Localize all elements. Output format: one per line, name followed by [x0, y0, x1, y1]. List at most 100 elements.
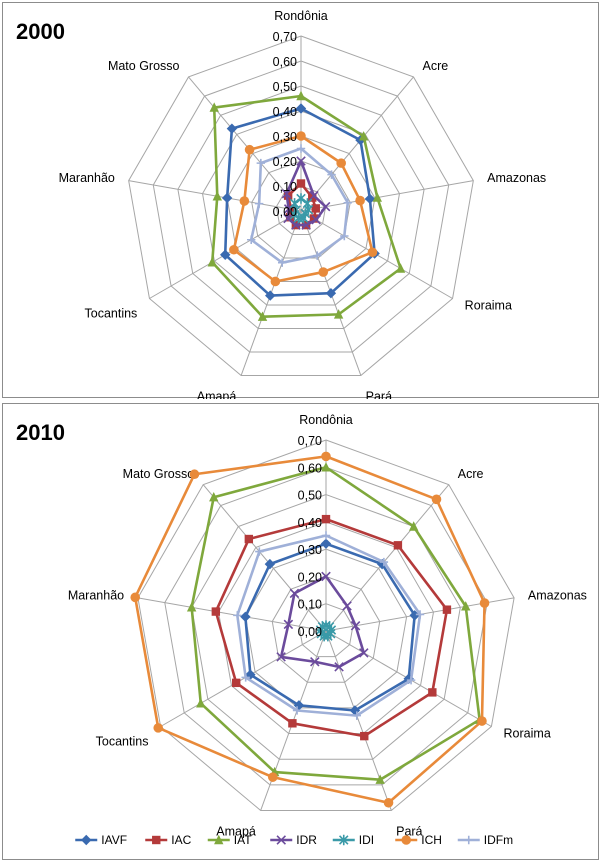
category-label-para: Pará [396, 825, 422, 839]
tick-label: 0,70 [273, 30, 297, 44]
category-label-amazonas: Amazonas [487, 171, 546, 185]
grid-spoke [188, 76, 302, 212]
point-ich-amazonas [479, 598, 490, 608]
point-idfm-rondonia [296, 144, 306, 153]
point-ich-para [318, 267, 329, 277]
tick-label: 0,70 [298, 434, 322, 448]
category-label-mato-grosso: Mato Grosso [108, 59, 180, 73]
legend-label-ich: ICH [421, 833, 442, 847]
point-idr-mato-grosso [289, 588, 300, 599]
tick-label: 0,30 [298, 543, 322, 557]
radar-chart-2000: 2000 Rondônia Acre Amazonas Roraima Pará Amapá… [16, 9, 546, 399]
series-line-iat [190, 465, 481, 782]
legend-marker-idi [338, 834, 349, 846]
series-line-iavf [244, 542, 416, 712]
series-iavf [220, 103, 380, 301]
point-ich-acre [431, 494, 442, 505]
category-label-roraima: Roraima [465, 299, 512, 313]
point-iac-mato-grosso [244, 534, 254, 544]
series-line-idfm [249, 147, 350, 264]
point-ich-roraima [477, 716, 487, 726]
tick-label: 0,40 [273, 105, 297, 119]
point-iat-amazonas [461, 601, 471, 611]
point-iac-amapa [288, 719, 297, 728]
point-idr-acre [342, 601, 352, 611]
grid-ring [226, 135, 376, 282]
series-line-idfm [236, 534, 422, 717]
point-iat-amapa [257, 311, 268, 321]
category-label-maranhao: Maranhão [59, 171, 115, 185]
tick-label: 0,00 [298, 625, 322, 639]
point-idfm-amazonas [415, 610, 425, 619]
category-label-mato-grosso: Mato Grosso [123, 467, 195, 481]
legend-label-idr: IDR [296, 833, 317, 847]
series-group [207, 90, 406, 321]
chart-title: 2000 [16, 19, 65, 44]
point-iat-acre [408, 521, 419, 531]
point-iavf-amapa [265, 290, 276, 301]
point-iavf-maranhao [221, 192, 233, 204]
point-ich-acre [336, 158, 346, 168]
point-ich-amazonas [355, 195, 365, 206]
series-line-iac [214, 517, 449, 738]
point-idr-tocantins [276, 652, 286, 662]
tick-label: 0,60 [273, 55, 297, 69]
point-idfm-maranhao [254, 199, 264, 208]
point-idfm-acre [327, 170, 336, 179]
point-ich-roraima [367, 247, 378, 258]
point-iac-para [360, 731, 369, 741]
point-ich-tocantins [153, 723, 164, 733]
point-idfm-mato-grosso [256, 158, 266, 168]
radar-chart-2010: 2010 Rondônia Acre Amazonas Roraima Pará Amapá… [16, 413, 587, 847]
point-iat-para [375, 774, 385, 784]
category-label-roraima: Roraima [504, 727, 551, 741]
tick-label: 0,40 [298, 516, 322, 530]
point-iat-maranhao [186, 602, 197, 612]
point-idfm-tocantins [247, 235, 256, 244]
point-idfm-amapa [277, 258, 287, 267]
tick-label: 0,20 [298, 570, 322, 584]
point-iavf-mato-grosso [226, 123, 238, 134]
grid-ring [201, 110, 401, 306]
point-idr-acre [309, 190, 319, 201]
legend-marker-iat [214, 834, 224, 845]
legend-marker-ich [401, 835, 412, 845]
point-idfm-roraima [340, 231, 349, 241]
point-iat-tocantins [196, 698, 206, 708]
tick-label: 0,10 [298, 598, 322, 612]
point-iac-tocantins [232, 678, 241, 688]
point-ich-maranhao [130, 592, 141, 603]
legend-label-idfm: IDFm [484, 833, 513, 847]
grid-ring [271, 575, 381, 683]
tick-label: 0,50 [298, 489, 322, 503]
point-iavf-rondonia [320, 538, 332, 549]
point-idfm-acre [379, 557, 389, 567]
point-iat-acre [358, 131, 369, 141]
point-idr-amazonas [320, 201, 331, 212]
point-iat-tocantins [207, 257, 217, 267]
series-iac [211, 514, 452, 741]
grid-ring [152, 60, 450, 353]
point-ich-rondonia [321, 451, 331, 462]
point-ich-amapa [268, 772, 278, 782]
tick-label: 0,20 [273, 155, 297, 169]
point-iat-para [333, 309, 344, 319]
chart-panel-2010: 2010 Rondônia Acre Amazonas Roraima Pará Amapá… [2, 403, 599, 860]
point-ich-mato-grosso [189, 469, 200, 480]
category-label-acre: Acre [422, 59, 448, 73]
series-ich [130, 451, 490, 808]
legend-label-iac: IAC [171, 833, 191, 847]
point-idr-rondonia [321, 571, 331, 582]
grid-ring [191, 494, 461, 760]
grid-ring [177, 85, 425, 329]
grid-spoke [300, 76, 414, 212]
grid-spoke [128, 180, 302, 212]
chart-title: 2010 [16, 420, 65, 445]
grid-ring [128, 35, 474, 376]
legend-marker-iavf [81, 834, 92, 846]
tick-label: 0,60 [298, 461, 322, 475]
point-iac-amazonas [311, 204, 320, 213]
series-idi [289, 193, 314, 224]
category-label-tocantins: Tocantins [96, 735, 149, 749]
series-idfm [233, 531, 425, 720]
